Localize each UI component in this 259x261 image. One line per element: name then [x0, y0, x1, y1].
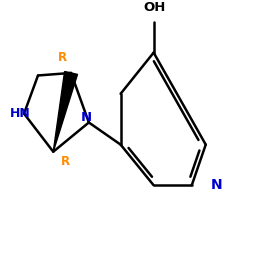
Polygon shape	[53, 72, 77, 152]
Text: N: N	[81, 111, 92, 124]
Text: R: R	[58, 51, 68, 64]
Text: R: R	[61, 155, 70, 168]
Text: OH: OH	[144, 2, 166, 14]
Text: HN: HN	[10, 107, 31, 120]
Text: N: N	[210, 178, 222, 192]
